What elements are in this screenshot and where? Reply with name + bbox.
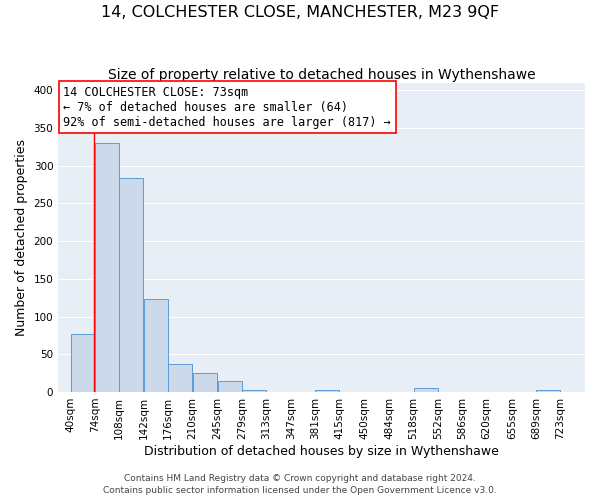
- Bar: [218, 382, 242, 392]
- Bar: [144, 299, 167, 392]
- Title: Size of property relative to detached houses in Wythenshawe: Size of property relative to detached ho…: [108, 68, 535, 82]
- Bar: [168, 364, 192, 392]
- X-axis label: Distribution of detached houses by size in Wythenshawe: Distribution of detached houses by size …: [144, 444, 499, 458]
- Bar: [119, 178, 143, 392]
- Bar: [414, 388, 437, 392]
- Bar: [536, 390, 560, 392]
- Text: 14, COLCHESTER CLOSE, MANCHESTER, M23 9QF: 14, COLCHESTER CLOSE, MANCHESTER, M23 9Q…: [101, 5, 499, 20]
- Bar: [193, 373, 217, 392]
- Bar: [242, 390, 266, 392]
- Bar: [95, 143, 119, 392]
- Y-axis label: Number of detached properties: Number of detached properties: [15, 139, 28, 336]
- Text: 14 COLCHESTER CLOSE: 73sqm
← 7% of detached houses are smaller (64)
92% of semi-: 14 COLCHESTER CLOSE: 73sqm ← 7% of detac…: [64, 86, 391, 129]
- Bar: [316, 390, 339, 392]
- Bar: [71, 334, 94, 392]
- Text: Contains HM Land Registry data © Crown copyright and database right 2024.
Contai: Contains HM Land Registry data © Crown c…: [103, 474, 497, 495]
